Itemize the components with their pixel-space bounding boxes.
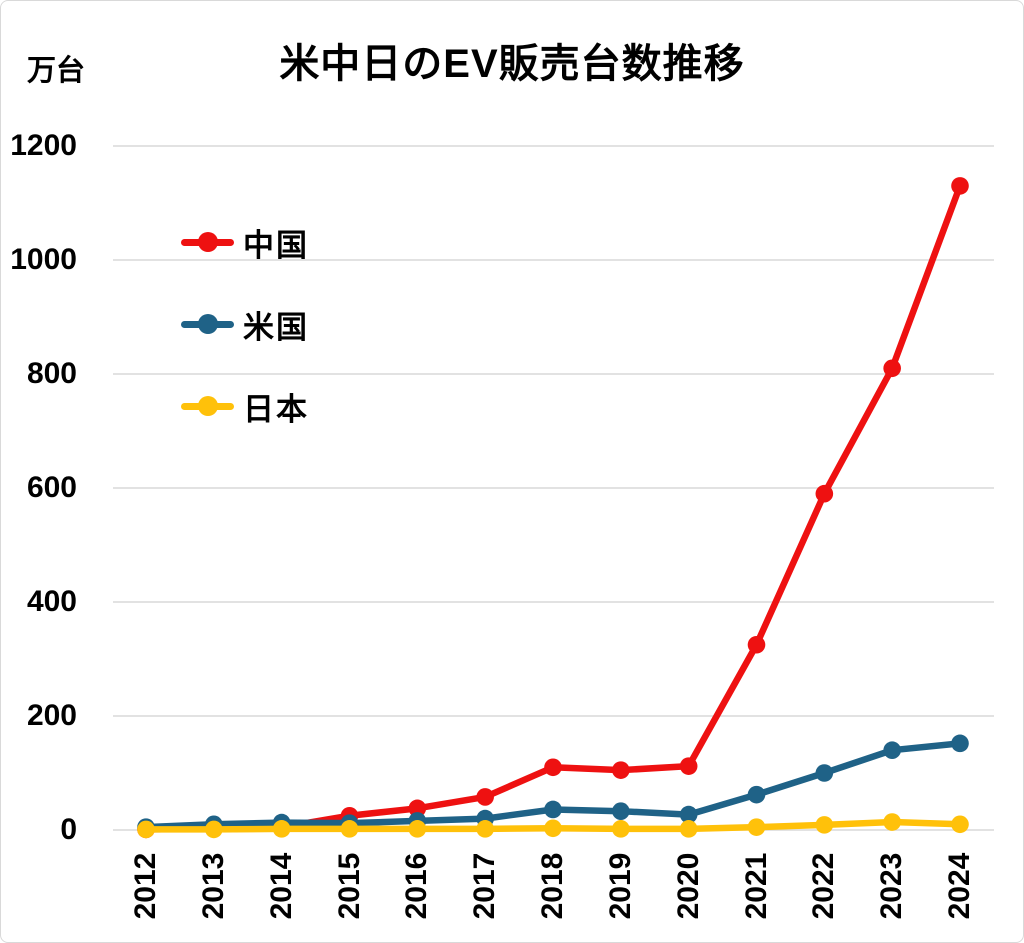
data-point-marker (883, 359, 901, 378)
data-point-marker (815, 764, 834, 782)
y-axis-tick-label: 200 (26, 699, 77, 732)
x-axis-tick-label: 2014 (264, 852, 298, 920)
data-point-marker (544, 800, 562, 819)
data-point-marker (883, 813, 901, 831)
series-line (142, 182, 964, 833)
y-axis-tick-label: 800 (26, 357, 77, 390)
chart-title: 米中日のEV販売台数推移 (279, 42, 745, 86)
data-point-marker (612, 820, 630, 838)
x-axis-tick-label: 2018 (536, 852, 569, 920)
legend-item: 米国 (181, 303, 309, 345)
x-axis-tick-label: 2013 (196, 852, 230, 920)
data-point-marker (476, 820, 494, 838)
y-axis-tick-label: 600 (26, 471, 77, 504)
legend-dot-icon (197, 314, 218, 334)
x-axis-tick-label: 2017 (468, 852, 502, 920)
data-point-marker (408, 799, 427, 818)
data-point-marker (951, 734, 969, 753)
y-axis-tick-label: 0 (60, 813, 77, 846)
data-point-marker (476, 788, 494, 806)
x-axis-tick-label: 2015 (332, 852, 366, 920)
data-point-marker (747, 818, 766, 836)
legend-dot-icon (197, 232, 218, 252)
data-point-marker (747, 785, 766, 804)
data-point-marker (612, 761, 630, 779)
x-axis-tick-label: 2020 (671, 852, 705, 920)
y-axis-unit-label: 万台 (27, 55, 86, 87)
x-axis-tick-label: 2021 (739, 852, 773, 920)
legend-label: 米国 (243, 309, 309, 345)
data-point-marker (340, 820, 359, 838)
legend-item: 日本 (181, 385, 309, 427)
data-point-marker (883, 741, 901, 759)
x-axis-tick-label: 2016 (400, 852, 434, 920)
legend-line-marker-icon (181, 314, 234, 334)
data-point-marker (544, 758, 562, 777)
data-point-marker (137, 820, 155, 839)
x-axis-tick-label: 2022 (807, 852, 841, 920)
data-point-marker (747, 635, 766, 654)
data-point-marker (951, 177, 969, 195)
data-point-marker (815, 484, 834, 503)
legend-line-marker-icon (181, 232, 234, 252)
legend-dot-icon (197, 396, 218, 416)
data-point-marker (612, 802, 630, 820)
data-point-marker (951, 815, 969, 834)
legend-label: 中国 (243, 227, 309, 263)
data-point-marker (272, 820, 291, 838)
y-axis-tick-label: 400 (26, 585, 77, 618)
x-axis-tick-label: 2023 (875, 852, 909, 920)
data-point-marker (679, 757, 698, 775)
data-point-marker (544, 819, 562, 838)
legend-label: 日本 (243, 391, 309, 427)
data-point-marker (815, 816, 834, 834)
legend-line-marker-icon (181, 396, 234, 416)
x-axis-tick-label: 2019 (603, 852, 637, 920)
x-axis-tick-label: 2024 (943, 852, 976, 920)
data-point-marker (679, 805, 698, 824)
data-point-marker (408, 820, 427, 838)
data-point-marker (679, 820, 698, 838)
x-axis-tick-label: 2012 (129, 852, 162, 920)
legend-item: 中国 (181, 221, 309, 263)
y-axis-tick-label: 1200 (10, 129, 77, 162)
data-point-marker (205, 820, 223, 839)
y-axis-tick-label: 1000 (10, 243, 77, 276)
